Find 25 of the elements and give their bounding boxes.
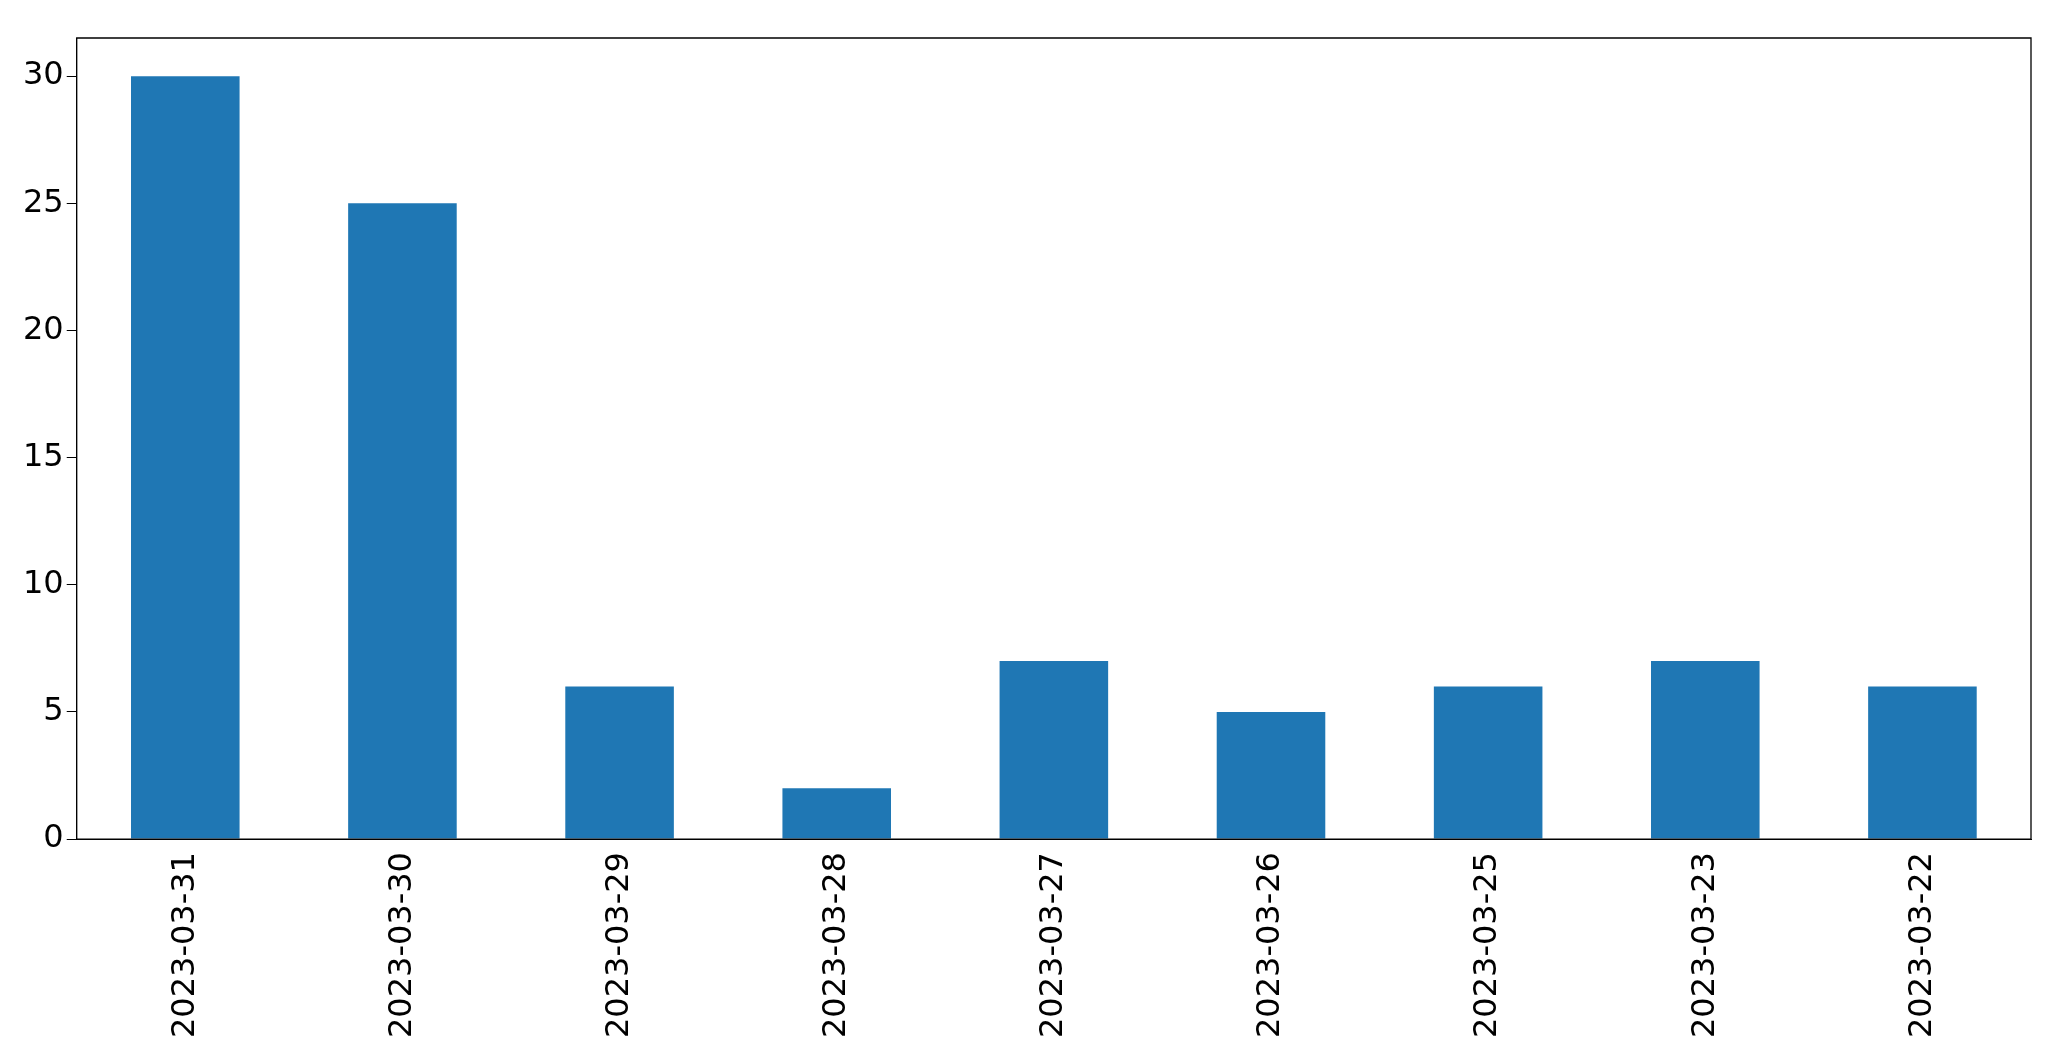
x-tick-label: 2023-03-29 — [597, 852, 636, 1038]
bar — [565, 686, 674, 839]
y-tick-label: 20 — [23, 308, 64, 347]
bar — [1433, 686, 1543, 839]
x-tick-label: 2023-03-28 — [815, 852, 854, 1038]
bar — [999, 661, 1109, 839]
y-tick-label: 5 — [43, 690, 64, 729]
bar — [1651, 661, 1760, 839]
x-tick-label: 2023-03-25 — [1466, 852, 1505, 1038]
x-tick-label: 2023-03-23 — [1683, 852, 1722, 1038]
bar — [1216, 711, 1326, 839]
x-tick-label: 2023-03-22 — [1900, 852, 1939, 1038]
x-tick-label: 2023-03-30 — [380, 852, 419, 1038]
x-tick-label: 2023-03-26 — [1249, 852, 1288, 1038]
y-tick-label: 25 — [23, 181, 64, 220]
y-tick-label: 30 — [23, 54, 64, 93]
x-tick-label: 2023-03-27 — [1032, 852, 1071, 1038]
x-tick-label: 2023-03-31 — [163, 852, 202, 1038]
y-tick-label: 15 — [23, 435, 64, 474]
y-tick-label: 10 — [23, 563, 64, 602]
bar — [348, 203, 457, 839]
bar — [131, 76, 240, 839]
y-tick-label: 0 — [43, 817, 64, 856]
bar — [782, 788, 891, 839]
bar — [1868, 686, 1977, 839]
